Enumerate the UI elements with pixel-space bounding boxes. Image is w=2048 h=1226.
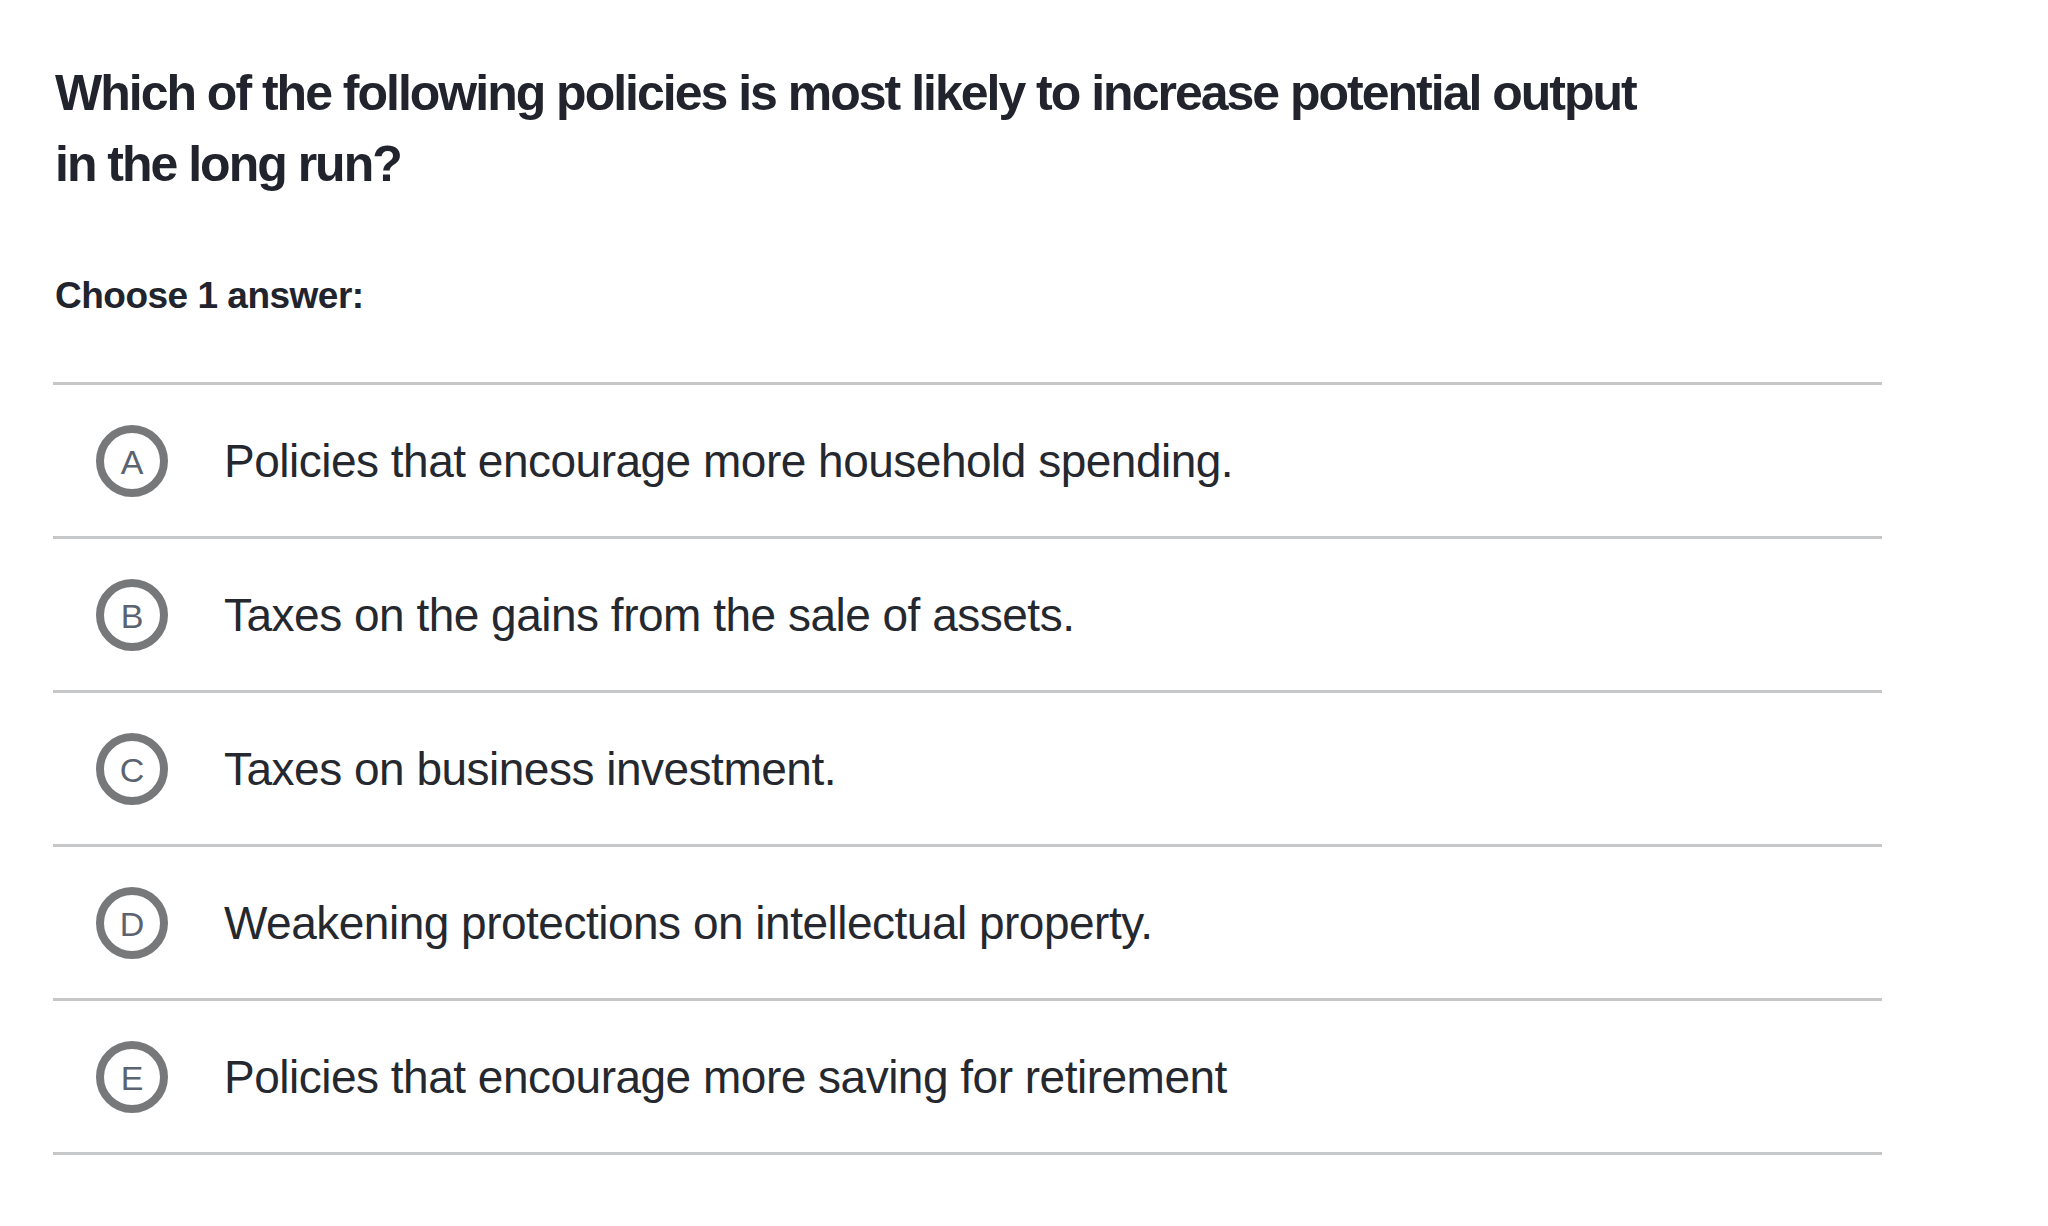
answer-choice-row[interactable]: C Taxes on business investment. bbox=[53, 690, 1882, 844]
choice-label: Weakening protections on intellectual pr… bbox=[224, 896, 1153, 950]
choice-radio[interactable]: A bbox=[96, 425, 168, 497]
choose-answer-label: Choose 1 answer: bbox=[55, 272, 2048, 320]
choice-radio[interactable]: C bbox=[96, 733, 168, 805]
choice-label: Policies that encourage more household s… bbox=[224, 434, 1233, 488]
answer-choice-row[interactable]: E Policies that encourage more saving fo… bbox=[53, 998, 1882, 1155]
choice-letter: E bbox=[121, 1061, 144, 1095]
answer-choices-list: A Policies that encourage more household… bbox=[53, 382, 1882, 1155]
choice-label: Taxes on the gains from the sale of asse… bbox=[224, 588, 1074, 642]
answer-choice-row[interactable]: A Policies that encourage more household… bbox=[53, 382, 1882, 536]
choice-radio[interactable]: D bbox=[96, 887, 168, 959]
question-title: Which of the following policies is most … bbox=[55, 58, 2048, 200]
question-panel: Which of the following policies is most … bbox=[0, 0, 2048, 1226]
question-title-line1: Which of the following policies is most … bbox=[55, 65, 1636, 121]
choice-letter: B bbox=[121, 599, 144, 633]
choice-label: Taxes on business investment. bbox=[224, 742, 836, 796]
question-title-line2: in the long run? bbox=[55, 136, 401, 192]
answer-choice-row[interactable]: D Weakening protections on intellectual … bbox=[53, 844, 1882, 998]
choice-letter: D bbox=[120, 907, 145, 941]
choice-radio[interactable]: E bbox=[96, 1041, 168, 1113]
choice-radio[interactable]: B bbox=[96, 579, 168, 651]
choice-letter: A bbox=[121, 445, 144, 479]
answer-choice-row[interactable]: B Taxes on the gains from the sale of as… bbox=[53, 536, 1882, 690]
choice-letter: C bbox=[120, 753, 145, 787]
choice-label: Policies that encourage more saving for … bbox=[224, 1050, 1227, 1104]
